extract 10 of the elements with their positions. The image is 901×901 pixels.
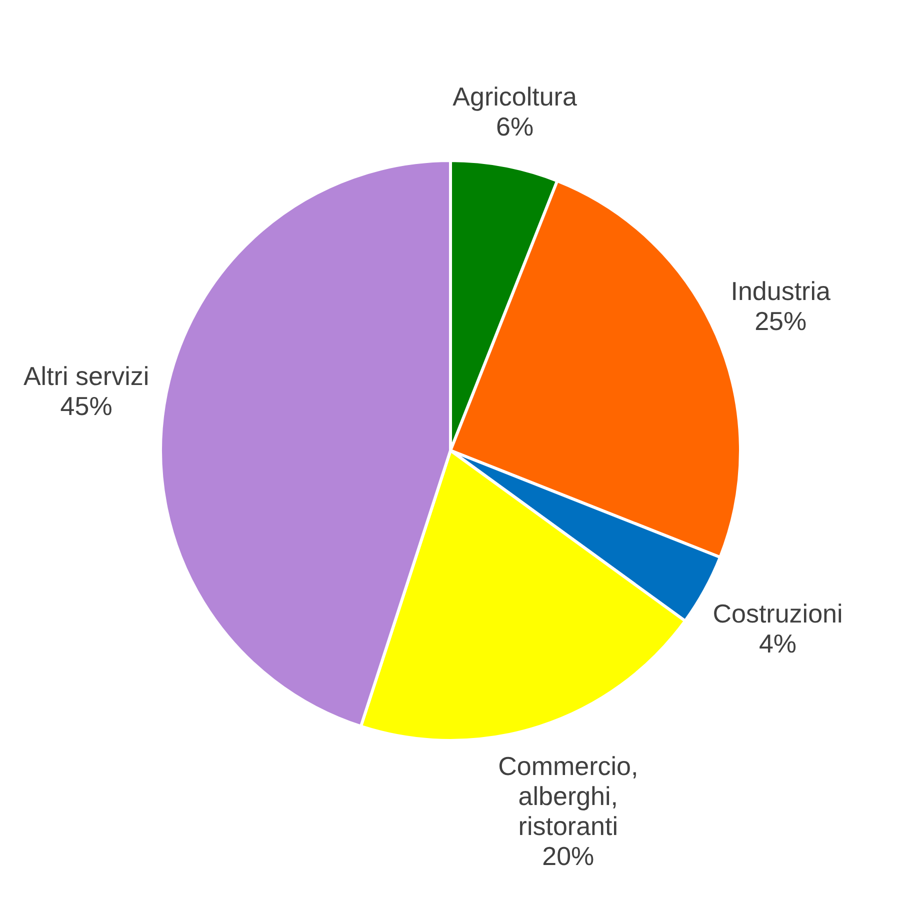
data-label: 20% xyxy=(542,840,594,871)
slice-label: Altri servizi xyxy=(23,360,150,391)
slice-label: Industria xyxy=(730,276,831,306)
slice-label: Costruzioni xyxy=(712,598,843,629)
data-label: 45% xyxy=(60,390,112,421)
slice-label: Agricoltura xyxy=(452,82,578,112)
data-label: 4% xyxy=(758,628,797,659)
data-label: 25% xyxy=(754,306,807,336)
data-label: 6% xyxy=(496,112,534,142)
slice-label: Commercio, alberghi, ristoranti xyxy=(498,750,638,841)
